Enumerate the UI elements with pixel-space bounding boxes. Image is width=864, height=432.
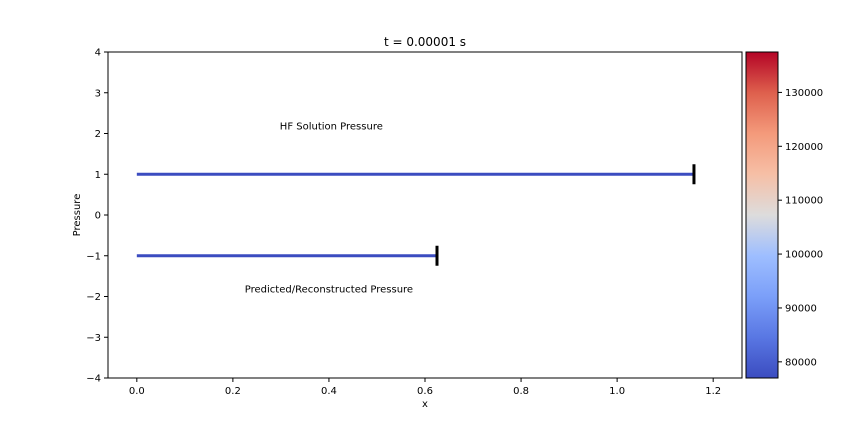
colorbar-tick-label: 130000 (785, 88, 823, 99)
colorbar-tick-label: 90000 (785, 303, 817, 314)
y-tick-label: 0 (95, 211, 101, 222)
annotation-2: Predicted/Reconstructed Pressure (245, 284, 413, 295)
x-tick-label: 0.8 (513, 386, 529, 397)
annotation-1: HF Solution Pressure (280, 121, 383, 132)
x-axis-label: x (422, 399, 428, 410)
y-axis-ticks: 4 3 2 1 0 −1 −2 −3 −4 (86, 48, 108, 385)
plot-area (107, 51, 743, 379)
y-tick-label: 1 (95, 170, 101, 181)
colorbar-ticks: 80000 90000 100000 110000 120000 130000 (778, 88, 823, 368)
y-tick-label: 3 (95, 88, 101, 99)
annotations: HF Solution Pressure Predicted/Reconstruc… (245, 121, 413, 295)
y-axis-label: Pressure (72, 194, 83, 237)
y-tick-label: −1 (86, 251, 101, 262)
y-tick-label: −3 (86, 333, 101, 344)
colorbar (745, 51, 779, 379)
y-tick-label: −2 (86, 292, 101, 303)
x-tick-label: 0.2 (225, 386, 241, 397)
y-tick-label: −4 (86, 374, 101, 385)
x-tick-label: 1.2 (705, 386, 721, 397)
x-axis-ticks: 0.0 0.2 0.4 0.6 0.8 1.0 1.2 (129, 378, 721, 397)
x-tick-label: 0.0 (129, 386, 145, 397)
colorbar-tick-label: 120000 (785, 142, 823, 153)
x-tick-label: 0.4 (321, 386, 337, 397)
colorbar-tick-label: 100000 (785, 250, 823, 261)
chart-title: t = 0.00001 s (384, 35, 466, 49)
y-tick-label: 4 (95, 48, 101, 59)
y-tick-label: 2 (95, 129, 101, 140)
colorbar-tick-label: 110000 (785, 196, 823, 207)
pressure-series (136, 164, 696, 266)
colorbar-tick-label: 80000 (785, 357, 817, 368)
x-tick-label: 1.0 (609, 386, 625, 397)
x-tick-label: 0.6 (417, 386, 433, 397)
